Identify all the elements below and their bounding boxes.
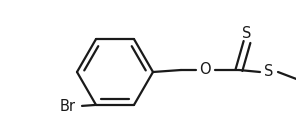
Text: S: S (264, 64, 274, 79)
Text: O: O (199, 63, 211, 78)
Text: S: S (242, 26, 252, 40)
Text: Br: Br (60, 99, 76, 114)
